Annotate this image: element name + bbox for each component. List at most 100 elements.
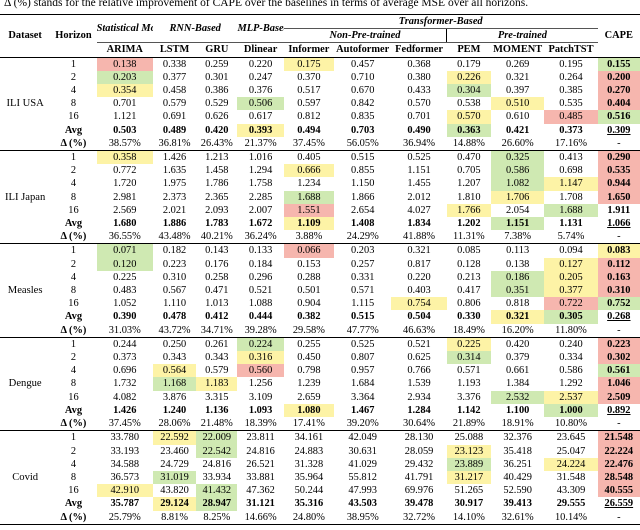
table-row: 2 0.203 0.377 0.301 0.247 0.370 0.710 0.380 0.22… [0, 70, 640, 85]
mse-cell: 1.109 [283, 217, 335, 231]
mse-cell: 36.55% [108, 231, 141, 243]
mse-cell: 0.625 [407, 352, 431, 364]
mse-cell: 33.881 [246, 471, 275, 483]
mse-cell: 0.203 [351, 245, 375, 257]
mse-cell: 36.24% [244, 231, 277, 243]
mse-cell: 0.698 [559, 165, 583, 177]
mse-cell: 42.049 [348, 432, 377, 444]
mse-cell: 0.085 [457, 245, 481, 257]
mse-cell: 23.123 [446, 444, 491, 458]
mse-cell: 0.250 [162, 338, 187, 350]
mse-cell: 0.417 [457, 285, 481, 297]
horizon-label: 4 [70, 85, 77, 97]
mse-cell: 0.368 [407, 58, 431, 70]
mse-cell: 21.89% [452, 418, 485, 430]
mse-cell: 1.256 [248, 378, 273, 390]
mse-cell: 0.525 [407, 152, 431, 164]
mse-cell: 0.240 [559, 338, 583, 350]
mse-cell: 0.302 [597, 351, 640, 365]
mse-cell: 1.168 [152, 377, 197, 391]
mse-cell: 0.370 [297, 71, 321, 83]
mse-cell: 0.143 [205, 245, 229, 257]
horizon-label: 2 [70, 445, 77, 457]
mse-cell: 28.059 [404, 445, 434, 457]
mse-cell: 1.147 [544, 177, 598, 191]
mse-cell: 3.88% [295, 231, 323, 243]
mse-cell: 26.60% [501, 137, 534, 149]
table-row: ILI USA 1 0.138 0.338 0.259 0.220 0.175 0.457 0.… [0, 57, 640, 109]
horizon-label: Avg [64, 404, 83, 416]
mse-cell: 0.270 [597, 84, 640, 98]
mse-cell: 32.72% [403, 511, 436, 523]
mse-cell: 1.066 [607, 218, 631, 230]
horizon-label: 4 [70, 271, 77, 283]
mse-cell: 1.131 [559, 218, 583, 230]
header-group-non-pretrained: Non-Pre-trained [283, 28, 448, 44]
mse-cell: 0.691 [162, 111, 187, 123]
mse-cell: 1.766 [446, 203, 491, 218]
mse-cell: 0.510 [491, 97, 545, 111]
mse-cell: 0.264 [559, 71, 583, 83]
mse-cell: 2.021 [162, 204, 187, 216]
table-row: 2 0.373 0.343 0.343 0.316 0.450 0.807 0.625 0.31… [0, 351, 640, 365]
mse-cell: 0.564 [152, 364, 197, 378]
mse-cell: 0.703 [351, 124, 375, 136]
mse-cell: 0.457 [351, 58, 375, 70]
mse-cell: 43.48% [158, 231, 191, 243]
mse-cell: 0.259 [205, 58, 229, 70]
mse-cell: 28.947 [196, 497, 238, 511]
mse-cell: 0.358 [96, 150, 153, 165]
mse-cell: 21.48% [200, 418, 233, 430]
table-row: 2 33.193 23.460 22.542 24.816 24.883 30.631 28.… [0, 444, 640, 458]
mse-cell: 24.883 [294, 445, 324, 457]
mse-cell: 0.203 [96, 70, 153, 85]
mse-cell: 0.835 [351, 111, 375, 123]
mse-cell: 14.88% [452, 137, 485, 149]
mse-cell: 0.120 [96, 257, 153, 271]
table-row: Δ (%) 38.57% 36.81% 26.43% 21.37% 37.45% 56.05… [0, 137, 640, 151]
mse-cell: 0.506 [237, 97, 284, 111]
mse-cell: 24.80% [292, 511, 325, 523]
mse-cell: 1.240 [162, 404, 187, 416]
mse-cell: 0.301 [205, 71, 229, 83]
mse-cell: 39.413 [503, 498, 532, 510]
mse-cell: 56.05% [346, 137, 379, 149]
horizon-label: 2 [70, 165, 77, 177]
mse-cell: 33.780 [110, 432, 140, 444]
mse-cell: 1.708 [559, 191, 583, 203]
table-row: Dengue 1 0.244 0.250 0.261 0.224 0.255 0.525 0.5… [0, 337, 640, 389]
mse-cell: 1.082 [491, 177, 545, 191]
mse-cell: 35.964 [294, 471, 324, 483]
mse-cell: 0.570 [446, 110, 491, 124]
mse-cell: 1.408 [351, 218, 375, 230]
table-row: Δ (%) 36.55% 43.48% 40.21% 36.24% 3.88% 24.29%… [0, 230, 640, 244]
mse-cell: 0.478 [162, 311, 187, 323]
mse-cell: 0.133 [248, 245, 273, 257]
mse-cell: 0.258 [205, 271, 229, 283]
table-row: 16 1.121 0.691 0.626 0.617 0.812 0.835 0.701 0.5… [0, 110, 640, 124]
mse-cell: 0.483 [113, 285, 137, 297]
mse-cell: 1.121 [113, 111, 137, 123]
horizon-label: Δ (%) [60, 137, 87, 149]
mse-cell: 2.659 [297, 391, 321, 403]
mse-cell: 0.128 [457, 258, 481, 270]
mse-cell: 11.31% [453, 231, 485, 243]
mse-cell: 1.013 [205, 298, 229, 310]
mse-cell: 26.521 [246, 458, 275, 470]
dataset-label: Dengue [8, 378, 42, 390]
mse-cell: 3.876 [162, 391, 187, 403]
mse-cell: 30.631 [348, 445, 377, 457]
mse-cell: 43.72% [158, 324, 191, 336]
horizon-label: 16 [68, 485, 79, 497]
mse-cell: 1.684 [351, 378, 375, 390]
mse-cell: 0.503 [113, 124, 137, 136]
mse-cell: 0.661 [505, 365, 530, 377]
mse-cell: 43.820 [160, 485, 189, 497]
mse-cell: 0.571 [457, 365, 481, 377]
mse-cell: 2.537 [544, 390, 598, 404]
mse-cell: 2.569 [113, 204, 137, 216]
table-row: 16 1.052 1.110 1.013 1.088 0.904 1.115 0.754 0.8… [0, 297, 640, 311]
mse-cell: 0.696 [113, 365, 137, 377]
table-header: Dataset Horizon Statistical Model RNN-Ba… [0, 13, 640, 58]
mse-cell: 1.458 [205, 165, 229, 177]
